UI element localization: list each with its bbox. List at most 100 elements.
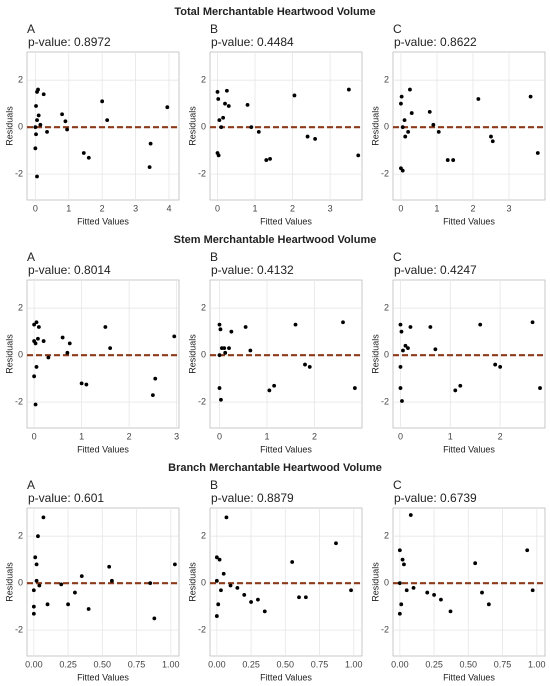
point bbox=[448, 609, 453, 614]
point bbox=[45, 129, 49, 134]
point bbox=[401, 348, 405, 353]
y-tick-label: 0 bbox=[384, 122, 389, 132]
row-title: Total Merchantable Heartwood Volume bbox=[174, 6, 375, 18]
point bbox=[305, 134, 310, 139]
p-value: p-value: 0.8622 bbox=[394, 35, 477, 49]
x-tick-label: 0.25 bbox=[242, 659, 260, 669]
point bbox=[490, 139, 495, 144]
point bbox=[411, 585, 416, 590]
point bbox=[33, 146, 38, 151]
point bbox=[34, 132, 38, 137]
y-axis-label: Residuals bbox=[4, 106, 14, 146]
point bbox=[398, 365, 403, 369]
point bbox=[399, 329, 404, 334]
point bbox=[399, 602, 404, 607]
point bbox=[408, 513, 413, 517]
point bbox=[41, 339, 46, 343]
point bbox=[248, 348, 253, 353]
point bbox=[229, 329, 234, 334]
x-tick-label: 3 bbox=[506, 203, 511, 213]
x-tick-label: 1 bbox=[448, 431, 453, 441]
y-tick-label: 0 bbox=[384, 578, 389, 588]
point bbox=[148, 581, 153, 586]
x-axis-label: Fitted Values bbox=[443, 444, 495, 454]
point bbox=[36, 534, 40, 539]
y-tick-label: -2 bbox=[198, 397, 206, 407]
x-tick-label: 0.25 bbox=[425, 659, 443, 669]
point bbox=[400, 125, 405, 130]
y-tick-label: 2 bbox=[384, 531, 389, 541]
x-tick-label: 1 bbox=[79, 431, 84, 441]
x-tick-label: 1 bbox=[264, 431, 269, 441]
point bbox=[165, 105, 170, 110]
point bbox=[402, 118, 407, 123]
point bbox=[224, 88, 229, 93]
point bbox=[31, 588, 36, 593]
x-tick-label: 0 bbox=[215, 203, 220, 213]
point bbox=[262, 609, 267, 614]
point bbox=[313, 137, 317, 141]
point bbox=[67, 341, 72, 346]
point bbox=[32, 374, 37, 379]
point bbox=[303, 362, 307, 367]
x-axis-label: Fitted Values bbox=[77, 444, 129, 454]
panel-label: A bbox=[27, 250, 35, 264]
point bbox=[41, 92, 46, 97]
point bbox=[31, 604, 36, 609]
x-tick-label: 0.00 bbox=[391, 659, 409, 669]
point bbox=[451, 158, 456, 162]
point bbox=[478, 322, 483, 327]
x-tick-label: 1 bbox=[66, 203, 71, 213]
point bbox=[110, 578, 114, 583]
point bbox=[427, 110, 432, 114]
plot-panel bbox=[392, 507, 546, 657]
point bbox=[216, 97, 221, 101]
point bbox=[352, 386, 357, 390]
x-tick-label: 0 bbox=[217, 431, 222, 441]
point bbox=[66, 602, 70, 607]
point bbox=[243, 325, 248, 329]
y-tick-label: 0 bbox=[18, 350, 23, 360]
point bbox=[431, 122, 436, 127]
point bbox=[217, 353, 222, 358]
x-tick-label: 0.50 bbox=[460, 659, 478, 669]
x-tick-label: 0 bbox=[33, 203, 38, 213]
point bbox=[86, 607, 91, 611]
point bbox=[37, 583, 42, 588]
point bbox=[476, 97, 481, 101]
point bbox=[38, 122, 43, 127]
point bbox=[105, 118, 110, 123]
point bbox=[528, 94, 533, 99]
point bbox=[108, 346, 113, 351]
point bbox=[86, 155, 91, 160]
x-tick-label: 1.00 bbox=[345, 659, 363, 669]
y-tick-label: 2 bbox=[201, 75, 206, 85]
y-tick-label: 2 bbox=[18, 303, 23, 313]
p-value: p-value: 0.8879 bbox=[211, 491, 294, 505]
point bbox=[356, 153, 361, 158]
point bbox=[228, 583, 233, 588]
point bbox=[100, 99, 105, 104]
point bbox=[33, 555, 38, 560]
plot-panel bbox=[26, 279, 180, 429]
point bbox=[399, 101, 403, 106]
point bbox=[221, 571, 226, 576]
plot-panel bbox=[392, 279, 546, 429]
point bbox=[486, 602, 491, 607]
p-value: p-value: 0.4132 bbox=[211, 263, 294, 277]
y-tick-label: 0 bbox=[201, 350, 206, 360]
point bbox=[226, 104, 231, 108]
row-title: Branch Merchantable Heartwood Volume bbox=[168, 462, 382, 474]
x-tick-label: 3 bbox=[174, 431, 179, 441]
x-tick-label: 0.00 bbox=[208, 659, 226, 669]
point bbox=[172, 562, 177, 567]
plot-panel bbox=[26, 51, 180, 201]
x-tick-label: 0.25 bbox=[59, 659, 77, 669]
point bbox=[60, 112, 64, 117]
point bbox=[399, 94, 404, 99]
point bbox=[445, 158, 450, 162]
point bbox=[79, 381, 84, 386]
point bbox=[217, 118, 222, 123]
point bbox=[349, 588, 353, 593]
point bbox=[256, 129, 261, 134]
